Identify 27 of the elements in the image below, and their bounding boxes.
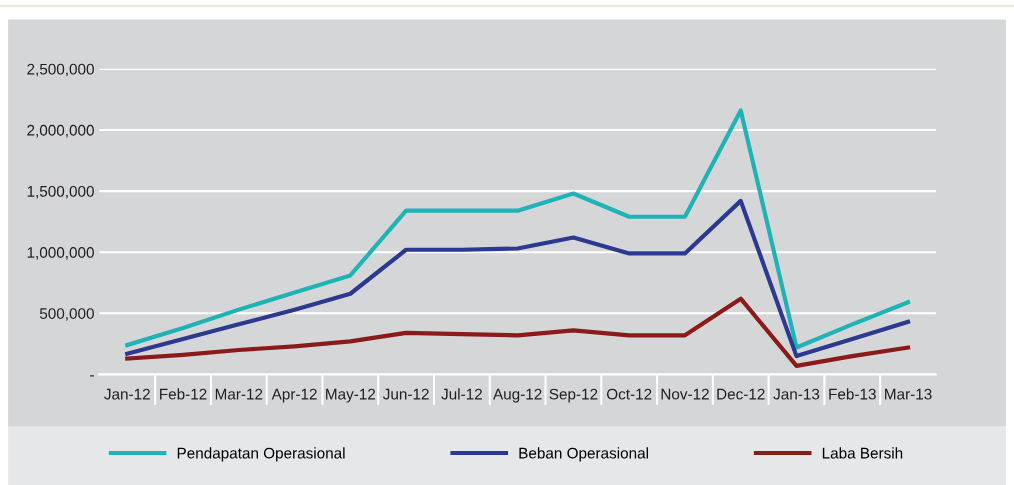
legend-label: Pendapatan Operasional <box>177 447 345 462</box>
y-tick-label: - <box>90 375 94 377</box>
x-tick-label: Oct-12 <box>606 388 652 400</box>
x-tick-label: Nov-12 <box>661 388 709 400</box>
x-tick-label: Dec-12 <box>717 388 765 400</box>
x-tick-label: Jul-12 <box>441 388 482 400</box>
x-tick-label: Sep-12 <box>549 388 598 403</box>
x-tick-label: Jan-12 <box>104 388 150 400</box>
line-series <box>125 108 911 350</box>
y-tick-label: 2,000,000 <box>27 124 94 138</box>
x-tick-label: Feb-12 <box>160 388 207 400</box>
x-tick-label: Jun-12 <box>382 388 429 400</box>
x-tick-label: Apr-12 <box>271 388 317 403</box>
x-tick-label: Mar-12 <box>215 388 263 400</box>
x-tick-label: Feb-13 <box>829 388 876 400</box>
y-tick-label: 500,000 <box>39 308 94 321</box>
x-tick-label: Jan-13 <box>773 388 820 400</box>
x-tick-label: Mar-13 <box>885 388 932 400</box>
y-tick-label: 2,500,000 <box>27 63 94 77</box>
y-tick-label: 1,000,000 <box>27 247 94 260</box>
y-tick-label: 1,500,000 <box>27 185 94 199</box>
legend-label: Laba Bersih <box>822 447 903 459</box>
legend-label: Beban Operasional <box>519 447 648 462</box>
line-series <box>125 296 911 368</box>
x-tick-label: Aug-12 <box>493 388 542 403</box>
x-tick-label: May-12 <box>326 388 376 403</box>
line-series <box>125 198 911 359</box>
